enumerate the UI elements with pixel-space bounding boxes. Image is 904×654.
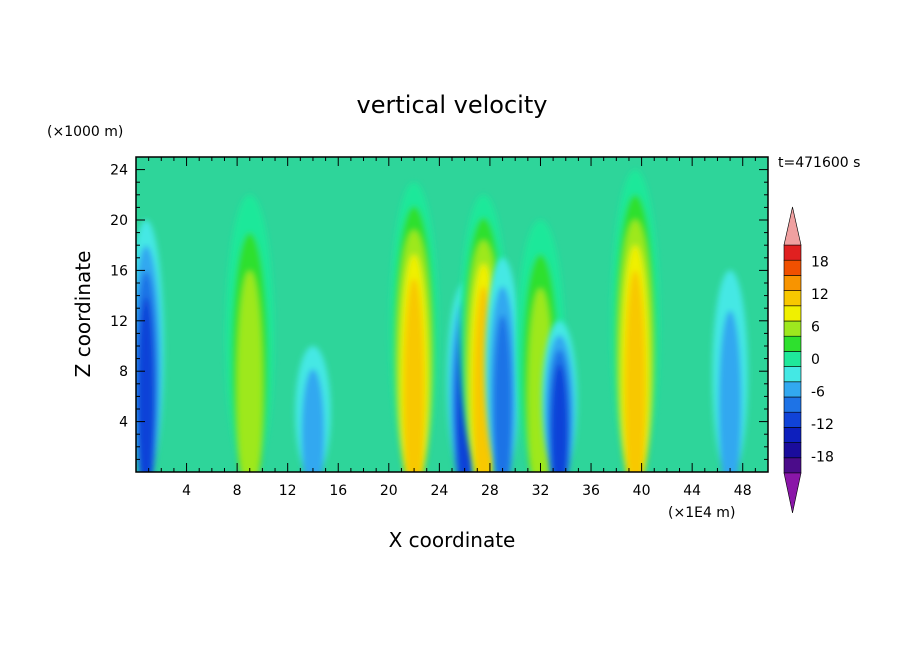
field-band (625, 270, 646, 472)
x-axis-ticks: 4 8 12 16 20 24 28 32 36 40 44 48 (148, 157, 756, 499)
y-tick-label: 20 (110, 213, 128, 229)
colorbar-segment (783, 275, 802, 291)
colorbar-over-triangle (783, 206, 802, 246)
x-tick-label: 48 (734, 483, 752, 499)
colorbar-segment (783, 320, 802, 337)
colorbar-label: 0 (811, 352, 820, 368)
colorbar-segment (783, 335, 802, 352)
field-cell-10 (712, 270, 748, 472)
field-band (137, 297, 155, 472)
field-band (237, 271, 263, 472)
x-tick-label: 8 (233, 483, 242, 499)
x-tick-label: 20 (380, 483, 398, 499)
colorbar-under-triangle (783, 472, 802, 514)
x-tick-label: 12 (279, 483, 297, 499)
y-axis-ticks: 4 8 12 16 20 24 (110, 163, 768, 460)
colorbar-segment (783, 244, 802, 261)
colorbar-label: -18 (811, 450, 834, 466)
x-tick-label: 44 (683, 483, 701, 499)
x-tick-label: 28 (481, 483, 499, 499)
x-tick-label: 36 (582, 483, 600, 499)
y-tick-label: 4 (119, 415, 128, 431)
x-tick-label: 40 (633, 483, 651, 499)
colorbar-segment (783, 366, 802, 383)
y-axis-label: Z coordinate (71, 251, 95, 378)
field-cell-1 (225, 194, 274, 472)
field-cell-8 (541, 320, 578, 472)
y-tick-label: 24 (110, 163, 128, 179)
colorbar-segment (783, 442, 802, 459)
field-cell-2 (295, 346, 331, 472)
colorbar-segment (783, 427, 802, 443)
x-tick-label: 24 (430, 483, 448, 499)
y-tick-label: 8 (119, 364, 128, 380)
colorbar-segment (783, 411, 802, 428)
field-band (403, 278, 425, 472)
field-band (493, 315, 512, 472)
y-unit-label: (×1000 m) (47, 124, 123, 140)
field-cell-9 (611, 169, 660, 472)
colorbar-segment (783, 259, 802, 276)
colorbar-segment (783, 381, 802, 398)
colorbar-label: 18 (811, 254, 829, 270)
colorbar: 18 12 6 0 -6 -12 -18 (783, 206, 834, 514)
colorbar-label: -6 (811, 385, 825, 401)
colorbar-label: 12 (811, 287, 829, 303)
x-tick-label: 32 (532, 483, 550, 499)
field-band (551, 364, 568, 472)
y-tick-label: 16 (110, 263, 128, 279)
x-axis-label: X coordinate (389, 528, 516, 552)
velocity-field (136, 169, 748, 472)
field-cell-3 (390, 182, 439, 472)
y-tick-label: 12 (110, 314, 128, 330)
field-cell-6 (484, 257, 521, 472)
colorbar-label: 6 (811, 319, 820, 335)
x-tick-label: 16 (329, 483, 347, 499)
colorbar-segment (783, 290, 802, 307)
colorbar-segment (783, 457, 802, 474)
colorbar-label: -12 (811, 417, 834, 433)
time-label: t=471600 s (778, 155, 860, 171)
x-tick-label: 4 (182, 483, 191, 499)
colorbar-segment (783, 351, 802, 367)
field-band (301, 369, 325, 472)
x-unit-label: (×1E4 m) (668, 505, 735, 521)
field-cell-0 (136, 220, 164, 472)
field-band (718, 310, 742, 472)
chart-title: vertical velocity (357, 91, 548, 119)
colorbar-segment (783, 396, 802, 413)
colorbar-segment (783, 305, 802, 322)
